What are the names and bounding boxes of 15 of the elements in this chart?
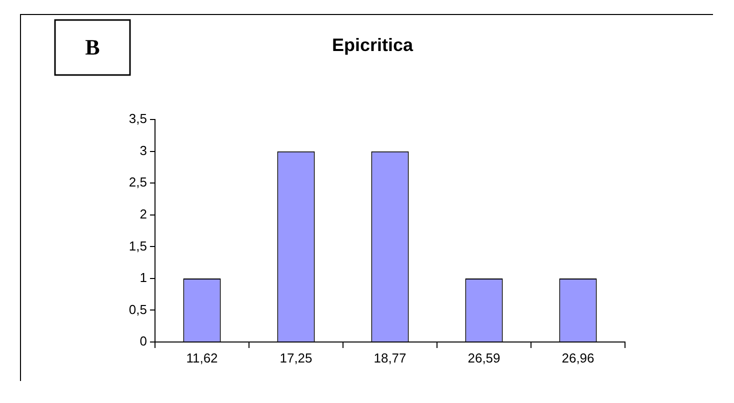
- y-tick-label: 2: [140, 206, 147, 222]
- x-tick-label: 17,25: [280, 350, 312, 366]
- y-tick-label: 0: [140, 334, 147, 349]
- x-tick-label: 18,77: [374, 350, 406, 366]
- x-tick-label: 11,62: [186, 350, 218, 366]
- y-tick-label: 3: [140, 142, 147, 158]
- x-tick-label: 26,96: [562, 350, 594, 366]
- y-tick-label: 3,5: [128, 111, 147, 126]
- y-tick-label: 1,5: [128, 238, 147, 254]
- text: B: [85, 34, 100, 60]
- y-tick-label: 0,5: [128, 302, 147, 317]
- y-tick-label: 2,5: [128, 174, 147, 190]
- x-tick-label: 26,59: [468, 350, 500, 366]
- y-tick-label: 1: [140, 270, 147, 286]
- chart-title: Epicritica: [332, 34, 414, 55]
